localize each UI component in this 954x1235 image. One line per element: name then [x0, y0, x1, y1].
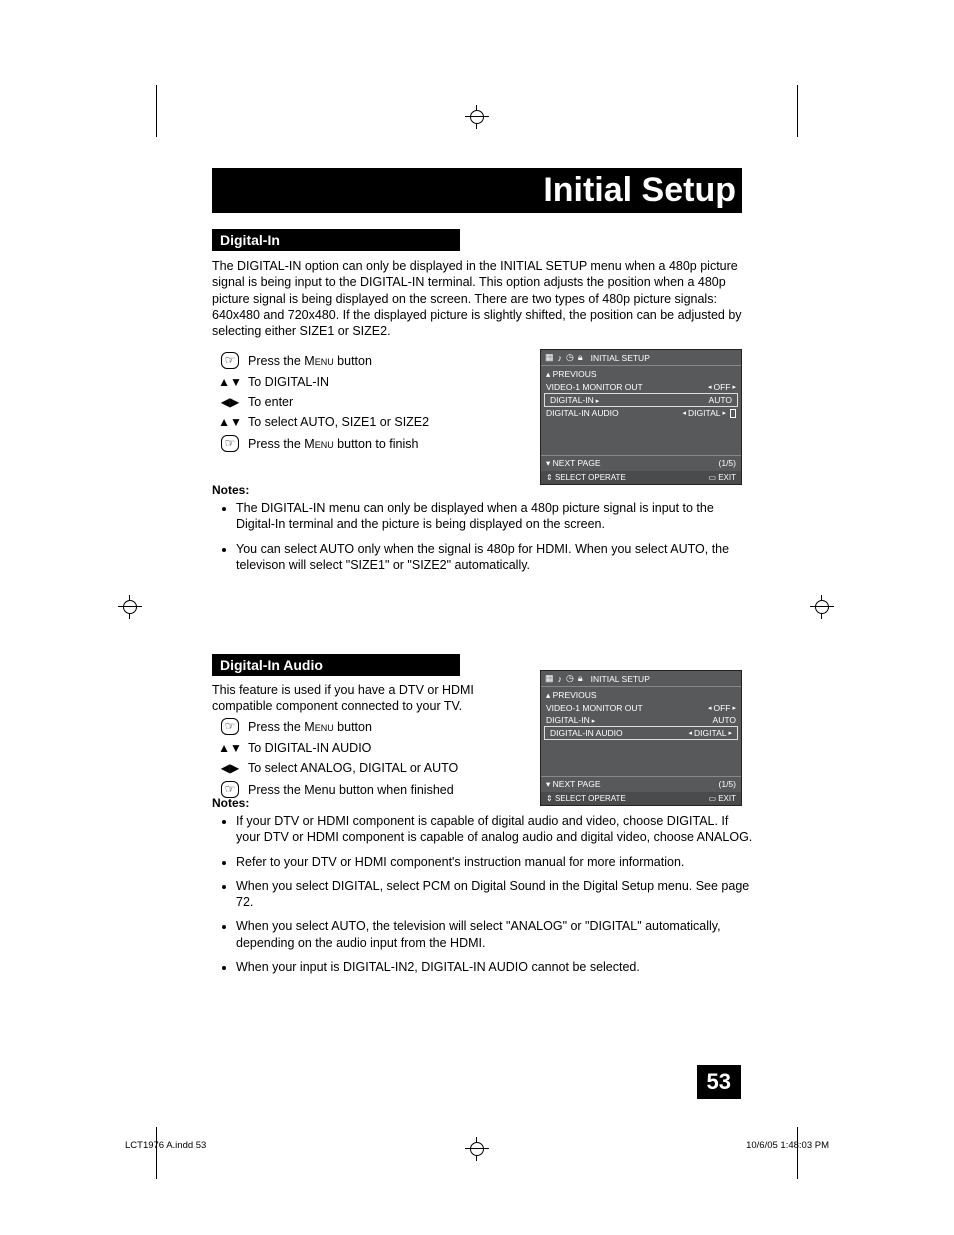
- section2-steps: Press the Menu button ▲▼ To DIGITAL-IN A…: [247, 718, 458, 804]
- osd-footer: ▾ NEXT PAGE(1/5): [541, 776, 741, 792]
- section1-steps: Press the Menu button ▲▼ To DIGITAL-IN ◀…: [212, 352, 429, 458]
- section2-notes: If your DTV or HDMI component is capable…: [222, 813, 756, 983]
- step-row: ◀▶ To enter: [212, 395, 429, 409]
- osd-row: DIGITAL-IN AUDIO◂DIGITAL▸: [541, 407, 741, 419]
- section-label: Digital-In: [212, 229, 460, 251]
- osd-status: ⇕ SELECT OPERATE▭ EXIT: [541, 792, 741, 805]
- step-row: Press the Menu button when finished: [247, 781, 458, 798]
- step-row: Press the Menu button: [247, 718, 458, 735]
- step-row: Press the Menu button to finish: [212, 435, 429, 452]
- osd-row-selected: DIGITAL-IN ▸AUTO: [544, 393, 738, 407]
- footer-file: LCT1976 A.indd 53: [125, 1140, 206, 1151]
- step-row: ▲▼ To select AUTO, SIZE1 or SIZE2: [212, 415, 429, 429]
- step-text: Press the Menu button to finish: [248, 437, 418, 451]
- registration-mark-icon: [465, 105, 489, 129]
- registration-mark-icon: [810, 595, 834, 619]
- registration-mark-icon: [118, 595, 142, 619]
- note-item: If your DTV or HDMI component is capable…: [236, 813, 756, 846]
- step-text: To select AUTO, SIZE1 or SIZE2: [248, 415, 429, 429]
- note-icon: ♪: [558, 674, 563, 684]
- notes-heading: Notes:: [212, 483, 249, 497]
- lock-icon: 🔒︎: [578, 673, 583, 684]
- grid-icon: ▦: [545, 673, 554, 684]
- osd-footer: ▾ NEXT PAGE(1/5): [541, 455, 741, 471]
- section1-notes: The DIGITAL-IN menu can only be displaye…: [222, 500, 756, 581]
- step-text: To enter: [248, 395, 293, 409]
- lock-icon: 🔒︎: [578, 352, 583, 363]
- step-text: Press the Menu button when finished: [248, 783, 454, 797]
- osd-status: ⇕ SELECT OPERATE▭ EXIT: [541, 471, 741, 484]
- hand-icon: [212, 435, 248, 452]
- osd-screenshot-2: ▦ ♪ ◷ 🔒︎ INITIAL SETUP ▴ PREVIOUS VIDEO-…: [540, 670, 742, 806]
- osd-row: VIDEO-1 MONITOR OUT◂OFF▸: [541, 381, 741, 393]
- osd-header: ▦ ♪ ◷ 🔒︎ INITIAL SETUP: [541, 671, 741, 687]
- crop-mark: [797, 85, 798, 137]
- osd-screenshot-1: ▦ ♪ ◷ 🔒︎ INITIAL SETUP ▴ PREVIOUS VIDEO-…: [540, 349, 742, 485]
- section-label: Digital-In Audio: [212, 654, 460, 676]
- page-title-bar: Initial Setup: [212, 168, 742, 213]
- osd-row: VIDEO-1 MONITOR OUT◂OFF▸: [541, 702, 741, 714]
- print-footer: LCT1976 A.indd 53 10/6/05 1:48:03 PM: [125, 1140, 829, 1151]
- crop-mark: [156, 85, 157, 137]
- clock-icon: ◷: [566, 673, 574, 684]
- note-item: When you select AUTO, the television wil…: [236, 918, 756, 951]
- step-text: Press the Menu button: [248, 354, 372, 368]
- osd-title: INITIAL SETUP: [591, 674, 650, 684]
- leftright-icon: ◀▶: [212, 395, 248, 409]
- grid-icon: ▦: [545, 352, 554, 363]
- step-text: To select ANALOG, DIGITAL or AUTO: [248, 761, 458, 775]
- osd-header: ▦ ♪ ◷ 🔒︎ INITIAL SETUP: [541, 350, 741, 366]
- notes-heading: Notes:: [212, 796, 249, 810]
- osd-previous: ▴ PREVIOUS: [541, 368, 741, 381]
- note-item: You can select AUTO only when the signal…: [236, 541, 756, 574]
- note-item: When you select DIGITAL, select PCM on D…: [236, 878, 756, 911]
- osd-previous: ▴ PREVIOUS: [541, 689, 741, 702]
- note-item: The DIGITAL-IN menu can only be displaye…: [236, 500, 756, 533]
- osd-row-selected: DIGITAL-IN AUDIO◂DIGITAL▸: [544, 726, 738, 740]
- hand-icon: [212, 718, 248, 735]
- osd-title: INITIAL SETUP: [591, 353, 650, 363]
- section2-paragraph: This feature is used if you have a DTV o…: [212, 682, 512, 715]
- updown-icon: ▲▼: [212, 375, 248, 389]
- step-row: ▲▼ To DIGITAL-IN AUDIO: [247, 741, 458, 755]
- step-row: Press the Menu button: [212, 352, 429, 369]
- step-row: ◀▶ To select ANALOG, DIGITAL or AUTO: [247, 761, 458, 775]
- updown-icon: ▲▼: [212, 415, 248, 429]
- step-text: To DIGITAL-IN: [248, 375, 329, 389]
- step-text: Press the Menu button: [248, 720, 372, 734]
- note-item: Refer to your DTV or HDMI component's in…: [236, 854, 756, 870]
- hand-icon: [212, 352, 248, 369]
- osd-row: DIGITAL-IN ▸AUTO: [541, 714, 741, 726]
- section-digital-in-audio: Digital-In Audio: [212, 654, 460, 676]
- note-icon: ♪: [558, 353, 563, 363]
- leftright-icon: ◀▶: [212, 761, 248, 775]
- crop-mark: [156, 1127, 157, 1179]
- crop-mark: [797, 1127, 798, 1179]
- step-row: ▲▼ To DIGITAL-IN: [212, 375, 429, 389]
- updown-icon: ▲▼: [212, 741, 248, 755]
- section-digital-in: Digital-In: [212, 229, 460, 251]
- page-number: 53: [697, 1065, 741, 1099]
- section1-paragraph: The DIGITAL-IN option can only be displa…: [212, 258, 742, 339]
- clock-icon: ◷: [566, 352, 574, 363]
- scroll-icon: [730, 409, 736, 418]
- page-title: Initial Setup: [543, 171, 742, 209]
- note-item: When your input is DIGITAL-IN2, DIGITAL-…: [236, 959, 756, 975]
- step-text: To DIGITAL-IN AUDIO: [248, 741, 371, 755]
- manual-page: Initial Setup Digital-In The DIGITAL-IN …: [0, 0, 954, 1235]
- footer-time: 10/6/05 1:48:03 PM: [746, 1140, 829, 1151]
